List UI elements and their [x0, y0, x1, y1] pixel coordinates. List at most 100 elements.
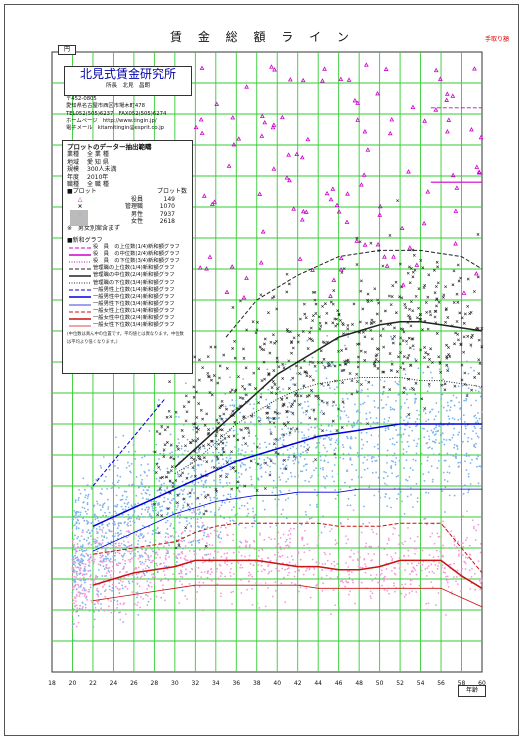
manager-point: [477, 358, 481, 362]
manager-point: [419, 318, 423, 321]
manager-point: [382, 345, 386, 349]
male-point: [394, 463, 397, 466]
male-point: [453, 404, 456, 407]
male-point: [109, 530, 111, 533]
female-point: [280, 582, 283, 585]
male-point: [120, 505, 123, 508]
manager-point: [267, 311, 270, 315]
male-point: [227, 493, 230, 496]
manager-point: [397, 355, 400, 359]
manager-point: [310, 389, 313, 392]
female-point: [178, 553, 181, 556]
male-point: [125, 549, 127, 552]
male-point: [334, 456, 337, 459]
female-point: [119, 570, 121, 573]
male-point: [331, 424, 333, 427]
manager-point: [348, 372, 352, 375]
male-point: [300, 445, 302, 447]
male-point: [353, 422, 356, 424]
female-point: [351, 579, 354, 582]
male-point: [107, 508, 109, 510]
officer-point: [299, 154, 305, 160]
female-point: [181, 576, 184, 579]
male-point: [381, 393, 384, 396]
manager-point: [222, 353, 226, 357]
male-point: [71, 591, 74, 594]
manager-point: [247, 431, 251, 435]
male-point: [105, 557, 108, 560]
male-point: [399, 427, 402, 430]
male-point: [157, 511, 160, 514]
male-point: [190, 502, 193, 505]
male-point: [89, 569, 92, 572]
male-point: [452, 455, 455, 457]
female-point: [268, 536, 270, 539]
male-point: [78, 549, 81, 552]
male-point: [130, 462, 133, 465]
manager-point: [244, 393, 248, 397]
female-point: [334, 543, 337, 546]
male-point: [455, 453, 457, 455]
male-point: [360, 391, 363, 394]
female-point: [249, 573, 252, 576]
male-point: [466, 440, 469, 443]
female-point: [223, 552, 226, 555]
male-point: [84, 581, 86, 584]
male-point: [457, 418, 460, 421]
female-point: [71, 613, 74, 616]
male-point: [356, 409, 359, 412]
female-point: [456, 569, 459, 572]
manager-point: [182, 497, 186, 501]
male-point: [479, 395, 482, 398]
female-point: [215, 570, 218, 573]
manager-point: [314, 302, 318, 306]
officer-point: [354, 238, 360, 243]
male-point: [377, 447, 380, 450]
male-point: [383, 421, 386, 424]
officer-point: [355, 100, 361, 105]
female-point: [252, 564, 255, 566]
male-point: [467, 387, 470, 390]
male-point: [167, 541, 170, 544]
manager-point: [308, 375, 312, 378]
female-point: [440, 566, 443, 569]
male-point: [223, 517, 225, 519]
female-point: [444, 571, 446, 574]
male-point: [408, 426, 411, 429]
female-point: [360, 531, 363, 534]
male-point: [79, 560, 82, 563]
manager-point: [302, 384, 306, 388]
female-point: [250, 577, 253, 580]
female-point: [294, 570, 297, 573]
male-point: [145, 593, 147, 596]
manager-point: [317, 396, 320, 400]
officer-point: [231, 142, 237, 147]
female-point: [123, 602, 126, 604]
female-point: [360, 581, 363, 584]
male-point: [228, 500, 231, 503]
male-point: [131, 505, 133, 508]
male-point: [448, 494, 451, 497]
female-point: [142, 568, 145, 571]
female-point: [283, 547, 286, 550]
male-point: [330, 437, 333, 440]
manager-point: [307, 394, 311, 397]
officer-point: [338, 255, 344, 261]
male-point: [101, 529, 103, 531]
male-point: [160, 427, 163, 429]
manager-point: [367, 380, 371, 384]
male-point: [147, 600, 150, 603]
male-point: [189, 509, 191, 512]
male-point: [430, 465, 433, 468]
male-point: [81, 506, 84, 509]
officer-point: [445, 129, 450, 134]
male-point: [236, 433, 239, 436]
male-point: [167, 498, 169, 501]
male-point: [110, 530, 113, 533]
line-legend-row: 一般男性下位数(3/4)新和額グラフ: [67, 301, 188, 308]
female-point: [291, 558, 294, 561]
male-point: [169, 525, 172, 527]
male-point: [181, 493, 184, 496]
female-point: [217, 551, 219, 553]
male-point: [447, 415, 450, 418]
